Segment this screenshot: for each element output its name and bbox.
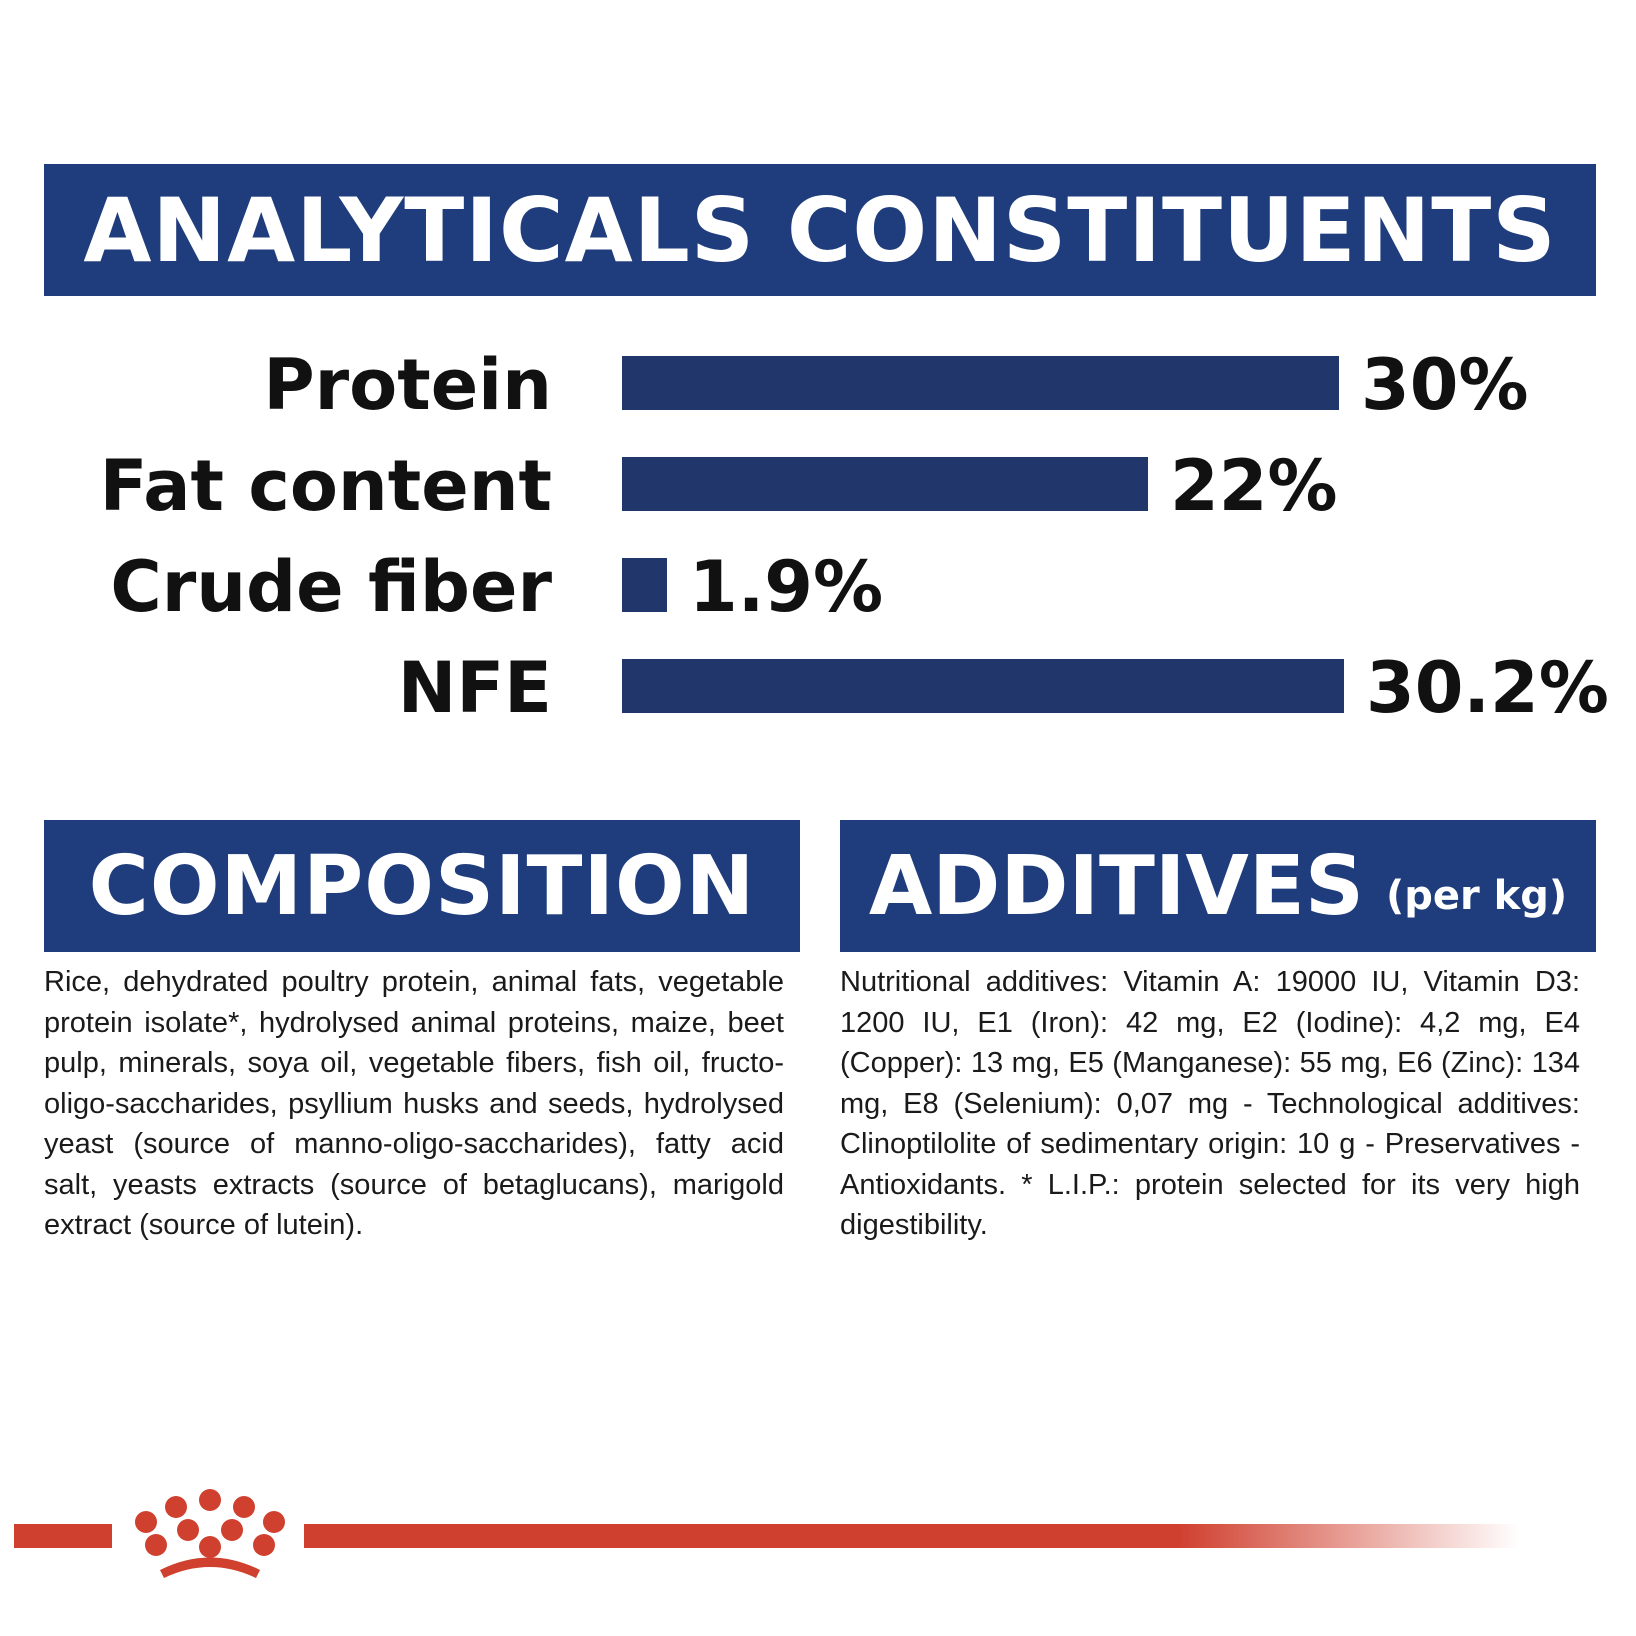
bar-2 [622,558,667,612]
analytical-title: ANALYTICALS CONSTITUENTS [83,178,1557,282]
analytical-banner: ANALYTICALS CONSTITUENTS [44,164,1596,296]
bar-label-2: Crude fiber [110,546,552,628]
additives-text: Nutritional additives: Vitamin A: 19000 … [840,966,1580,1241]
bar-value-2: 1.9% [689,546,884,628]
bar-0 [622,356,1339,410]
additives-banner: ADDITIVES (per kg) [840,820,1596,952]
bar-value-1: 22% [1170,445,1338,527]
bar-label-1: Fat content [99,445,552,527]
bar-label-0: Protein [263,344,552,426]
bar-value-3: 30.2% [1366,647,1609,729]
composition-title: COMPOSITION [88,838,756,934]
bar-value-0: 30% [1361,344,1529,426]
crown-logo-icon [135,1489,285,1578]
bar-1 [622,457,1148,511]
brand-line-right [304,1524,1520,1548]
bar-label-3: NFE [397,647,552,729]
additives-title: ADDITIVES [868,838,1364,934]
bar-3 [622,659,1344,713]
brand-line-left [14,1524,112,1548]
composition-banner: COMPOSITION [44,820,800,952]
composition-text: Rice, dehydrated poultry protein, animal… [44,966,784,1241]
additives-subtitle: (per kg) [1385,873,1568,919]
